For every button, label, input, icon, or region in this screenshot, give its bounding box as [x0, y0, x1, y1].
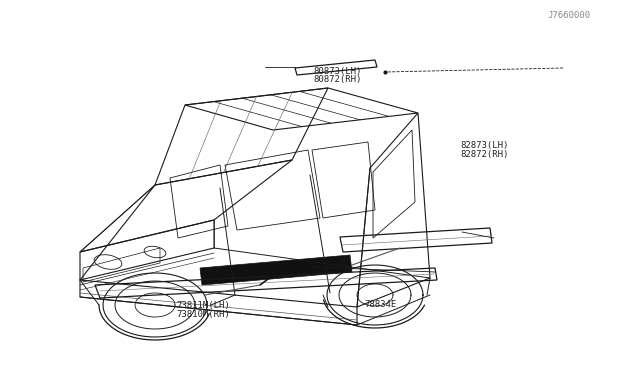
Text: 80873(LH): 80873(LH)	[314, 67, 362, 76]
Text: J7660000: J7660000	[547, 11, 590, 20]
Text: 78834E: 78834E	[365, 300, 397, 309]
Text: 73810M(RH): 73810M(RH)	[176, 310, 230, 319]
Text: 73811M(LH): 73811M(LH)	[176, 301, 230, 310]
Text: 80872(RH): 80872(RH)	[314, 76, 362, 84]
Text: 82872(RH): 82872(RH)	[461, 150, 509, 159]
Polygon shape	[200, 255, 352, 285]
Text: 82873(LH): 82873(LH)	[461, 141, 509, 150]
